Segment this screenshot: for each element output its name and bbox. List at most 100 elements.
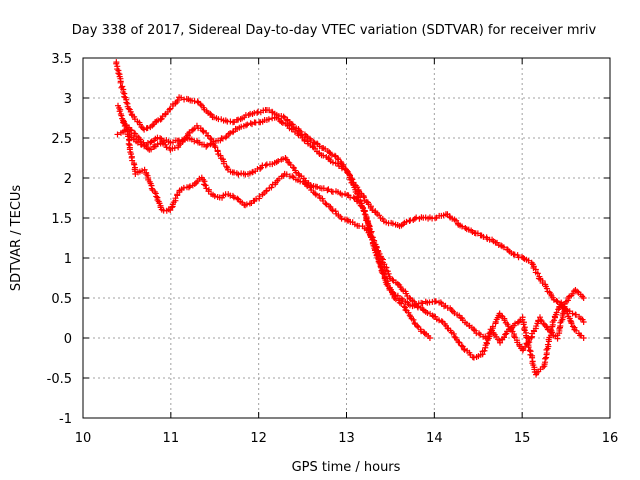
data-point <box>477 331 484 338</box>
data-point <box>553 309 560 316</box>
data-point <box>438 318 445 325</box>
y-tick-label: 3 <box>64 92 72 107</box>
data-point <box>410 316 417 323</box>
data-point <box>324 187 331 194</box>
data-point <box>348 175 355 182</box>
x-tick-label: 15 <box>514 431 531 446</box>
data-point <box>450 330 457 337</box>
data-point <box>275 158 282 165</box>
data-point <box>413 214 420 221</box>
data-point <box>217 152 224 159</box>
data-point <box>301 137 308 144</box>
data-point <box>243 201 250 208</box>
data-point <box>470 354 477 361</box>
data-point <box>278 119 285 126</box>
data-point <box>187 183 194 190</box>
data-point <box>414 322 421 329</box>
data-point <box>204 142 211 149</box>
data-point <box>329 159 336 166</box>
data-point <box>338 165 345 172</box>
data-point <box>128 151 135 158</box>
data-point <box>242 122 249 129</box>
data-point <box>262 162 269 169</box>
data-point <box>310 138 317 145</box>
data-point <box>429 312 436 319</box>
data-point <box>320 152 327 159</box>
x-tick-label: 11 <box>163 431 180 446</box>
data-point <box>122 121 129 128</box>
data-point <box>123 99 130 106</box>
x-tick-label: 10 <box>75 431 92 446</box>
data-point <box>234 195 241 202</box>
data-point <box>235 171 242 178</box>
series-track-4 <box>120 119 587 378</box>
chart-title: Day 338 of 2017, Sidereal Day-to-day VTE… <box>72 23 597 38</box>
data-point <box>418 328 425 335</box>
data-point <box>328 206 335 213</box>
data-point <box>214 148 221 155</box>
series-track-2 <box>114 114 587 325</box>
data-point <box>114 66 121 73</box>
data-point <box>459 223 466 230</box>
data-point <box>280 113 287 120</box>
data-point <box>568 320 575 327</box>
data-point <box>500 244 507 251</box>
data-point <box>564 310 571 317</box>
data-point <box>114 131 121 138</box>
data-point <box>569 310 576 317</box>
data-point <box>263 188 270 195</box>
data-point <box>158 115 165 122</box>
data-point <box>520 254 527 261</box>
data-point <box>225 130 232 137</box>
data-point <box>555 306 562 313</box>
data-point <box>328 151 335 158</box>
data-point <box>483 339 490 346</box>
data-point <box>501 334 508 341</box>
y-tick-label: 3.5 <box>51 52 72 67</box>
data-point <box>329 188 336 195</box>
data-point <box>392 296 399 303</box>
y-tick-label: 1.5 <box>51 212 72 227</box>
grid-lines <box>83 58 610 418</box>
data-point <box>219 135 226 142</box>
data-point <box>338 215 345 222</box>
data-point <box>385 270 392 277</box>
data-point <box>144 125 151 132</box>
data-point <box>426 335 433 341</box>
data-point <box>147 139 154 146</box>
data-point <box>289 173 296 180</box>
data-point <box>387 286 394 293</box>
data-point <box>572 311 579 318</box>
axis-ticks: 10 11 12 13 14 15 16 -1 -0.5 0 0.5 1 1.5 2 2.5 3 3.5 <box>47 52 619 446</box>
data-point <box>361 211 368 218</box>
data-point <box>406 217 413 224</box>
data-point <box>550 296 557 303</box>
data-point <box>207 135 214 142</box>
x-axis-label: GPS time / hours <box>292 460 401 475</box>
data-point <box>125 105 132 112</box>
data-point <box>369 234 376 241</box>
data-point <box>389 220 396 227</box>
x-tick-label: 14 <box>426 431 443 446</box>
data-points <box>113 59 587 378</box>
data-point <box>329 207 336 214</box>
data-point <box>403 218 410 225</box>
data-point <box>180 184 187 191</box>
data-point <box>153 193 160 200</box>
data-point <box>398 300 405 307</box>
data-point <box>220 160 227 167</box>
data-point <box>168 204 175 211</box>
data-point <box>542 355 549 362</box>
y-tick-label: -0.5 <box>47 372 72 387</box>
data-point <box>502 331 509 338</box>
x-tick-label: 13 <box>338 431 355 446</box>
data-point <box>525 257 532 264</box>
data-point <box>166 106 173 113</box>
data-point <box>394 280 401 287</box>
data-point <box>119 83 126 90</box>
data-point <box>360 207 367 214</box>
data-point <box>373 244 380 251</box>
y-tick-label: 2 <box>64 172 72 187</box>
data-point <box>185 184 192 191</box>
